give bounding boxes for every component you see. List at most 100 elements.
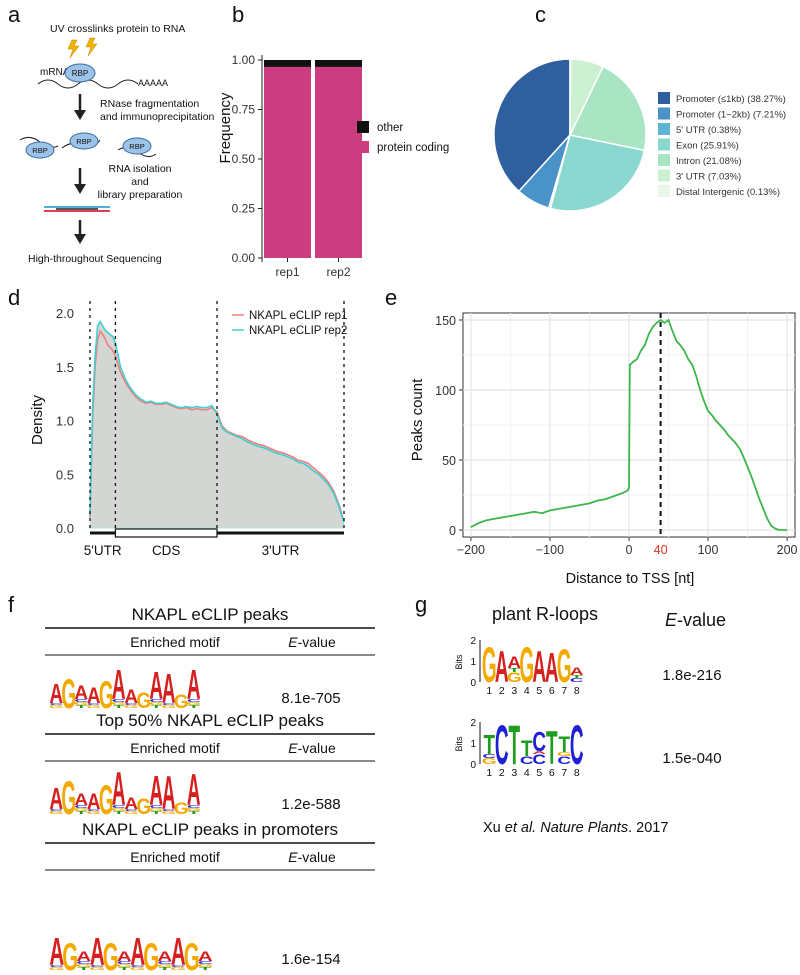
f-section-title: NKAPL eCLIP peaks: [132, 605, 289, 624]
motif-letter: A: [124, 794, 138, 813]
d-line-rep2: [89, 320, 345, 523]
motif-minor-letter: C: [90, 965, 105, 968]
motif-letter: A: [532, 643, 546, 692]
b-legend-swatch-protein: [357, 141, 369, 153]
f-col-evalue: E-value: [288, 849, 336, 865]
b-x-ticks: rep1 rep2: [275, 258, 351, 279]
motif-minor-letter: G: [149, 701, 164, 706]
b-legend-other: other: [377, 122, 403, 134]
motif-minor-letter: C: [74, 698, 88, 703]
mrna-label: mRNA: [40, 67, 70, 78]
motif-letter: G: [519, 638, 534, 694]
motif-minor-letter: T: [571, 674, 583, 679]
motif-letter: T: [483, 729, 495, 761]
motif-letter: A: [49, 783, 63, 817]
motif-letter: A: [545, 645, 559, 691]
e-xlabel: Distance to TSS [nt]: [566, 571, 695, 587]
b-bar-protein-coding-rep1: [264, 66, 311, 259]
c-legend-swatch: [658, 154, 670, 166]
b-bars: [264, 60, 362, 259]
e-plot: −200 −100 0 100 200 0 50 100 150 40: [435, 312, 798, 557]
motif-letter: A: [495, 643, 509, 692]
d-plot: [89, 301, 345, 532]
g-position-label: 8: [574, 685, 580, 697]
motif-letter: T: [508, 713, 520, 776]
c-legend-swatch: [658, 138, 670, 151]
panel-a-step3-line3: library preparation: [98, 189, 183, 201]
motif-minor-letter: A: [532, 750, 546, 755]
g-title: plant R-loops: [492, 604, 598, 624]
e-y-tick-label: 0: [449, 524, 456, 538]
motif-minor-letter: G: [186, 807, 201, 812]
g-position-label: 3: [511, 767, 517, 779]
g-position-label: 4: [524, 685, 530, 697]
g-evalue-header: E-value: [665, 610, 726, 630]
e-marker-label: 40: [654, 543, 668, 557]
motif-minor-letter: C: [149, 804, 163, 809]
panel-d-letter: d: [8, 285, 20, 310]
motif-letter: A: [570, 666, 584, 678]
d-y-tick-label: 0.5: [56, 467, 74, 482]
motif-minor-letter: T: [118, 967, 130, 972]
motif-minor-letter: T: [113, 704, 125, 709]
panel-a-step3-line1: RNA isolation: [108, 163, 171, 175]
e-x-tick-label: 100: [698, 543, 719, 557]
motif-minor-letter: C: [557, 755, 571, 767]
motif-letter: G: [482, 638, 497, 694]
d-cds-box: [114, 528, 218, 538]
motif-minor-letter: C: [570, 677, 584, 683]
f-evalue: 1.6e-154: [281, 951, 340, 968]
c-legend-label: Promoter (≤1kb) (38.27%): [676, 94, 786, 105]
motif-letter: A: [149, 665, 163, 708]
b-y-tick-label: 0.50: [232, 152, 256, 166]
motif-letter: G: [136, 689, 151, 714]
panel-b: b Frequency 0.000.250.500.751.00 rep1 rep…: [217, 2, 449, 279]
panel-d: d Density 0.0 0.5 1.0 1.5 2.0 NKAPL eCLIP re…: [8, 285, 347, 558]
c-legend-swatch: [658, 92, 670, 104]
motif-minor-letter: G: [170, 967, 186, 972]
motif-minor-letter: C: [112, 804, 126, 809]
f-evalue: 1.2e-588: [281, 796, 340, 813]
g-position-label: 2: [499, 685, 505, 697]
motif-minor-letter: C: [130, 965, 145, 968]
c-pie-slice: [569, 58, 572, 136]
e-x-tick-label: 0: [626, 543, 633, 557]
c-pie: [493, 58, 647, 212]
motif-letter: A: [49, 930, 64, 974]
g-motif-logo: GCT C T CT CAC T CGT C: [482, 713, 584, 776]
g-y-tick-label: 0: [470, 760, 476, 771]
f-evalue: 8.1e-705: [281, 690, 340, 707]
b-y-tick-label: 0.00: [232, 251, 256, 265]
motif-minor-letter: G: [86, 704, 101, 709]
motif-letter: G: [557, 639, 572, 693]
motif-minor-letter: G: [507, 669, 522, 685]
g-position-label: 6: [549, 685, 555, 697]
f-section-title: NKAPL eCLIP peaks in promoters: [82, 820, 338, 839]
motif-letter: T: [558, 733, 570, 758]
g-evalue: 1.5e-040: [662, 750, 721, 767]
rbp-label: RBP: [76, 137, 91, 146]
g-bits-label: Bits: [454, 736, 464, 752]
motif-minor-letter: C: [157, 961, 172, 966]
motif-letter: C: [532, 726, 546, 758]
motif-letter: A: [87, 684, 101, 709]
motif-minor-letter: G: [49, 967, 65, 972]
motif-minor-letter: C: [87, 703, 101, 706]
c-pie-slice: [549, 134, 646, 212]
g-position-label: 2: [499, 767, 505, 779]
d-line-rep1: [89, 329, 345, 522]
d-legend-rep1: NKAPL eCLIP rep1: [249, 310, 347, 322]
g-position-label: 5: [536, 767, 542, 779]
motif-letter: G: [103, 935, 119, 975]
motif-minor-letter: T: [199, 967, 211, 972]
b-y-tick-label: 0.75: [232, 103, 256, 117]
motif-minor-letter: G: [482, 757, 497, 766]
rbp-shape: [69, 132, 99, 150]
panel-a-step2-line1: RNase fragmentation: [100, 98, 199, 110]
motif-letter: G: [184, 935, 200, 975]
c-pie-slice: [493, 58, 571, 193]
rbp-shape: [25, 141, 55, 159]
panel-e: e Peaks count −200 −100 0 100 200 0 50 100 150 40…: [385, 285, 798, 587]
